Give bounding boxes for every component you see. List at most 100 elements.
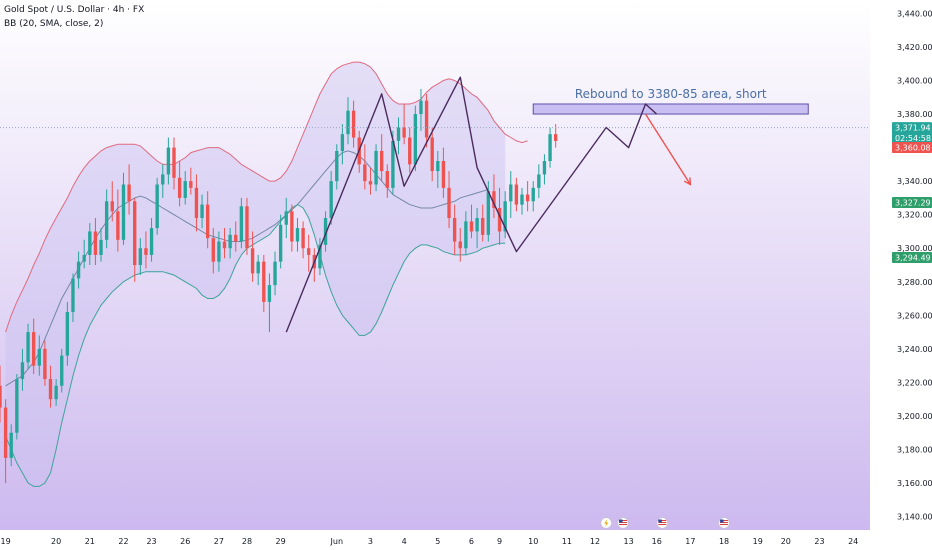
projection-arrow-head	[683, 177, 692, 186]
candle-body	[82, 254, 86, 262]
candle	[396, 117, 401, 155]
flag-canton	[619, 519, 623, 523]
flag-stripe	[720, 522, 729, 523]
candle-body	[391, 140, 395, 188]
candle-body	[54, 385, 58, 400]
candle	[138, 238, 143, 276]
y-tick-label: 3,400.00	[897, 77, 932, 86]
candle	[177, 161, 182, 207]
candle-body	[127, 184, 131, 202]
candle-body	[379, 150, 384, 172]
candle-body	[520, 194, 524, 205]
price-tag-countdown: 02:54:58	[895, 134, 931, 143]
candle-body	[205, 204, 210, 239]
candle	[93, 218, 98, 265]
x-tick-label: 5	[435, 537, 440, 546]
x-tick-label: 19	[753, 537, 763, 546]
candle	[408, 127, 412, 173]
candle	[110, 181, 114, 222]
candle	[441, 147, 446, 198]
candle	[458, 228, 462, 262]
candle	[205, 191, 210, 249]
candle-body	[121, 184, 126, 240]
x-tick-label: 16	[652, 537, 662, 546]
projection-arrow	[644, 113, 691, 185]
candle	[368, 167, 373, 195]
candle-body	[262, 261, 266, 302]
y-tick-label: 3,280.00	[897, 278, 932, 287]
candle-body	[110, 201, 114, 212]
candle	[48, 365, 53, 408]
x-tick-label: Jun	[330, 537, 344, 546]
x-tick-label: 21	[85, 537, 95, 546]
candle-body	[340, 134, 345, 151]
candle	[155, 177, 159, 235]
candle	[26, 323, 30, 369]
candle-body	[323, 218, 328, 245]
candle-body	[256, 261, 260, 274]
price-tag-bg	[892, 196, 932, 208]
candle	[424, 93, 429, 148]
price-axis-background	[870, 0, 932, 530]
candle	[402, 103, 406, 145]
candle-body	[503, 201, 507, 232]
candle-body	[419, 100, 423, 115]
indicator-label[interactable]: BB (20, SMA, close, 2)	[4, 19, 104, 29]
x-tick-label: 29	[276, 537, 286, 546]
x-tick-label: 17	[685, 537, 695, 546]
candle	[273, 251, 277, 296]
candle-body	[475, 218, 479, 232]
flag-stripe	[619, 524, 628, 525]
candle-body	[363, 164, 367, 182]
candle-body	[177, 177, 182, 198]
candle-body	[60, 355, 64, 386]
x-tick-label: 20	[781, 537, 791, 546]
candle	[3, 399, 8, 484]
candle	[335, 144, 339, 190]
candle-body	[514, 184, 519, 205]
candle-body	[104, 201, 109, 240]
candle-body	[93, 231, 98, 255]
candle-body	[155, 184, 159, 229]
candle-body	[228, 234, 232, 249]
candlesticks	[0, 88, 558, 484]
x-tick-label: 12	[590, 537, 600, 546]
candle-body	[48, 379, 53, 400]
symbol-title[interactable]: Gold Spot / U.S. Dollar · 4h · FX	[4, 5, 145, 15]
candle-body	[183, 181, 187, 198]
candle-body	[250, 248, 255, 274]
us-flag-icon	[718, 517, 731, 529]
candle-body	[553, 134, 558, 141]
candle	[133, 197, 137, 282]
x-tick-label: 22	[118, 537, 128, 546]
price-tag: 3,294.49	[892, 251, 932, 263]
plot-background	[0, 0, 870, 530]
x-tick-label: 11	[562, 537, 572, 546]
candle-body	[200, 204, 204, 219]
candle	[82, 239, 86, 269]
candle	[256, 254, 260, 286]
candle	[166, 137, 171, 185]
y-tick-label: 3,260.00	[897, 311, 932, 320]
candle-body	[138, 248, 143, 265]
flag-stripe	[720, 520, 729, 521]
us-flag-icon	[656, 517, 669, 529]
candle-body	[0, 385, 2, 408]
candle-body	[273, 261, 277, 286]
candle-body	[290, 211, 294, 242]
candle-body	[351, 110, 356, 138]
candle	[144, 231, 148, 269]
candle	[452, 204, 457, 255]
candle-body	[37, 348, 41, 366]
price-tag-label: 3,327.29	[895, 198, 931, 207]
candle	[413, 105, 418, 172]
event-markers	[600, 517, 731, 529]
candle	[363, 144, 367, 190]
candle-body	[525, 194, 530, 202]
candle	[60, 348, 64, 393]
candle	[379, 134, 384, 182]
candle	[211, 228, 215, 274]
